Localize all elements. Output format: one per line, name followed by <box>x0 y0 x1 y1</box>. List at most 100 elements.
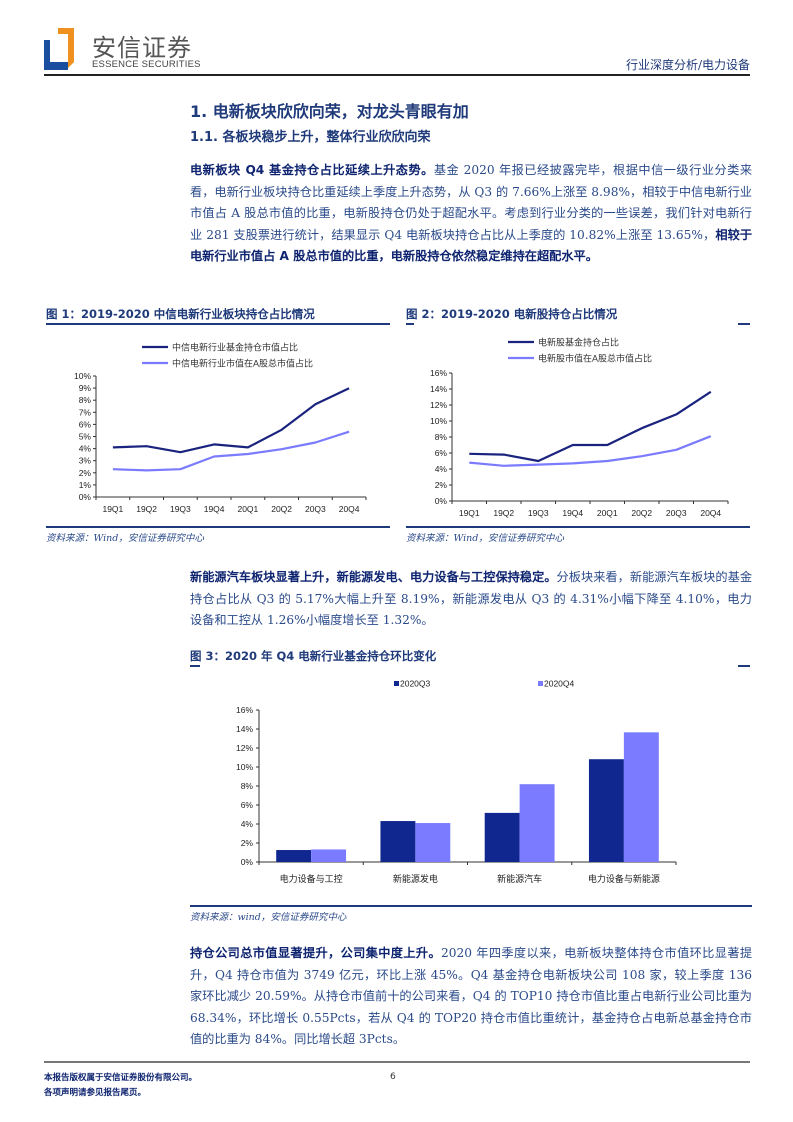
legend-label: 电新股基金持仓占比 <box>538 337 619 348</box>
x-tick-label: 20Q2 <box>631 508 652 518</box>
y-tick-label: 16% <box>430 368 447 378</box>
bar <box>380 821 416 862</box>
series-line <box>469 435 712 467</box>
x-tick-label: 20Q2 <box>271 504 292 514</box>
paragraph-3: 持仓公司总市值显著提升，公司集中度上升。2020 年四季度以来，电新板块整体持仓… <box>190 943 752 1051</box>
x-tick-label: 19Q1 <box>102 504 123 514</box>
footer-divider <box>44 1061 750 1063</box>
x-tick-label: 20Q4 <box>339 504 360 514</box>
figure-2-title: 图 2：2019-2020 电新股持仓占比情况 <box>406 307 618 321</box>
series-line <box>112 387 350 454</box>
series-line <box>112 430 350 472</box>
bar <box>415 823 451 862</box>
y-tick-label: 8% <box>241 781 254 791</box>
figure-2-source: 资料来源：Wind，安信证券研究中心 <box>406 533 564 544</box>
x-tick-label: 电力设备与工控 <box>280 873 343 884</box>
x-tick-label: 19Q2 <box>136 504 157 514</box>
figure-1-title: 图 1：2019-2020 中信电新行业板块持仓占比情况 <box>46 307 315 321</box>
paragraph-2-body: 分板块来看，新能源汽车板块的基金持仓占比从 Q3 的 5.17%大幅上升至 8.… <box>190 570 753 627</box>
bar <box>519 784 555 862</box>
y-tick-label: 1% <box>79 480 92 490</box>
brand-name-en: ESSENCE SECURITIES <box>92 59 201 70</box>
y-tick-label: 4% <box>435 464 448 474</box>
paragraph-1-lead: 电新板块 Q4 基金持仓占比延续上升态势。 <box>190 163 434 177</box>
legend-label: 中信电新行业基金持仓市值占比 <box>172 342 298 353</box>
y-tick-label: 10% <box>430 416 447 426</box>
x-tick-label: 新能源汽车 <box>497 873 542 884</box>
legend-label: 电新股市值在A股总市值占比 <box>538 353 652 364</box>
header-divider <box>44 74 750 76</box>
y-tick-label: 2% <box>79 468 92 478</box>
bar <box>276 850 312 862</box>
y-tick-label: 2% <box>241 838 254 848</box>
bar <box>311 849 347 862</box>
y-tick-label: 10% <box>74 371 91 381</box>
y-tick-label: 0% <box>241 857 254 867</box>
y-tick-label: 4% <box>79 444 92 454</box>
series-line <box>469 390 712 463</box>
paragraph-3-lead: 持仓公司总市值显著提升，公司集中度上升。 <box>190 946 442 960</box>
legend-label: 2020Q4 <box>544 679 575 689</box>
y-tick-label: 6% <box>241 800 254 810</box>
figure-3-source: 资料来源：wind，安信证券研究中心 <box>190 912 347 923</box>
x-tick-label: 19Q1 <box>459 508 480 518</box>
paragraph-3-body: 2020 年四季度以来，电新板块整体持仓市值环比显著提升，Q4 持仓市值为 37… <box>190 946 753 1046</box>
y-tick-label: 0% <box>435 496 448 506</box>
y-tick-label: 2% <box>435 480 448 490</box>
paragraph-1-tail: 相较于电新行业市值占 A 股总市值的比重，电新股持仓依然稳定维持在超配水平。 <box>190 227 753 264</box>
figure-2-bottom-rule <box>406 526 750 528</box>
x-tick-label: 20Q1 <box>237 504 258 514</box>
y-tick-label: 9% <box>79 383 92 393</box>
legend-label: 中信电新行业市值在A股总市值占比 <box>172 358 313 369</box>
bar <box>623 732 659 862</box>
y-tick-label: 10% <box>236 762 253 772</box>
y-tick-label: 8% <box>435 432 448 442</box>
y-tick-label: 8% <box>79 395 92 405</box>
x-tick-label: 电力设备与新能源 <box>588 873 660 884</box>
bar <box>588 759 624 862</box>
figure-3-top-rule-right <box>738 665 750 667</box>
x-tick-label: 20Q3 <box>305 504 326 514</box>
legend-label: 2020Q3 <box>400 679 431 689</box>
x-tick-label: 19Q3 <box>170 504 191 514</box>
x-tick-label: 新能源发电 <box>393 873 438 884</box>
x-tick-label: 20Q4 <box>700 508 721 518</box>
figure-1-bottom-rule <box>46 526 390 528</box>
y-tick-label: 12% <box>236 743 253 753</box>
brand-name-cn: 安信证券 <box>92 34 192 62</box>
y-tick-label: 7% <box>79 407 92 417</box>
bar-chart-3: 2020Q3 2020Q4 0% 2% 4% 6% 8% 10% 12% 14% 16% 电力设备与工… <box>236 679 677 884</box>
paragraph-2: 新能源汽车板块显著上升，新能源发电、电力设备与工控保持稳定。分板块来看，新能源汽… <box>190 567 752 632</box>
x-tick-label: 19Q3 <box>528 508 549 518</box>
paragraph-1-body: 基金 2020 年报已经披露完毕，根据中信一级行业分类来看，电新行业板块持仓比重… <box>190 163 753 242</box>
y-tick-label: 14% <box>430 384 447 394</box>
x-tick-label: 20Q3 <box>666 508 687 518</box>
disclaimer-notice: 各项声明请参见报告尾页。 <box>44 1088 147 1098</box>
paragraph-2-lead: 新能源汽车板块显著上升，新能源发电、电力设备与工控保持稳定。 <box>190 570 557 584</box>
page-number: 6 <box>390 1072 396 1082</box>
y-tick-label: 4% <box>241 819 254 829</box>
x-tick-label: 19Q2 <box>493 508 514 518</box>
figure-2-top-rule-right <box>738 323 750 325</box>
x-tick-label: 19Q4 <box>562 508 583 518</box>
legend-swatch <box>394 681 399 686</box>
paragraph-1: 电新板块 Q4 基金持仓占比延续上升态势。基金 2020 年报已经披露完毕，根据… <box>190 160 752 268</box>
report-category: 行业深度分析/电力设备 <box>625 58 750 72</box>
figure-1-chart: 中信电新行业基金持仓市值占比中信电新行业市值在A股总市值占比 0% 1% 2% 3% 4%… <box>46 330 390 520</box>
figure-2-top-rule-left <box>406 323 414 325</box>
y-tick-label: 6% <box>79 419 92 429</box>
y-tick-label: 14% <box>236 724 253 734</box>
y-tick-label: 3% <box>79 456 92 466</box>
page-header: 安信证券 ESSENCE SECURITIES 行业深度分析/电力设备 <box>44 26 750 76</box>
figure-1-source: 资料来源：Wind，安信证券研究中心 <box>46 533 204 544</box>
figure-3-title: 图 3：2020 年 Q4 电新行业基金持仓环比变化 <box>190 649 437 663</box>
figure-2-chart: 电新股基金持仓占比 电新股市值在A股总市值占比 0% 2% 4% 6% 8% 10% 12% 14… <box>406 330 750 520</box>
y-tick-label: 6% <box>435 448 448 458</box>
x-tick-label: 20Q1 <box>597 508 618 518</box>
y-tick-label: 16% <box>236 705 253 715</box>
figure-1-top-rule <box>46 323 390 325</box>
y-tick-label: 5% <box>79 432 92 442</box>
y-tick-label: 0% <box>79 492 92 502</box>
